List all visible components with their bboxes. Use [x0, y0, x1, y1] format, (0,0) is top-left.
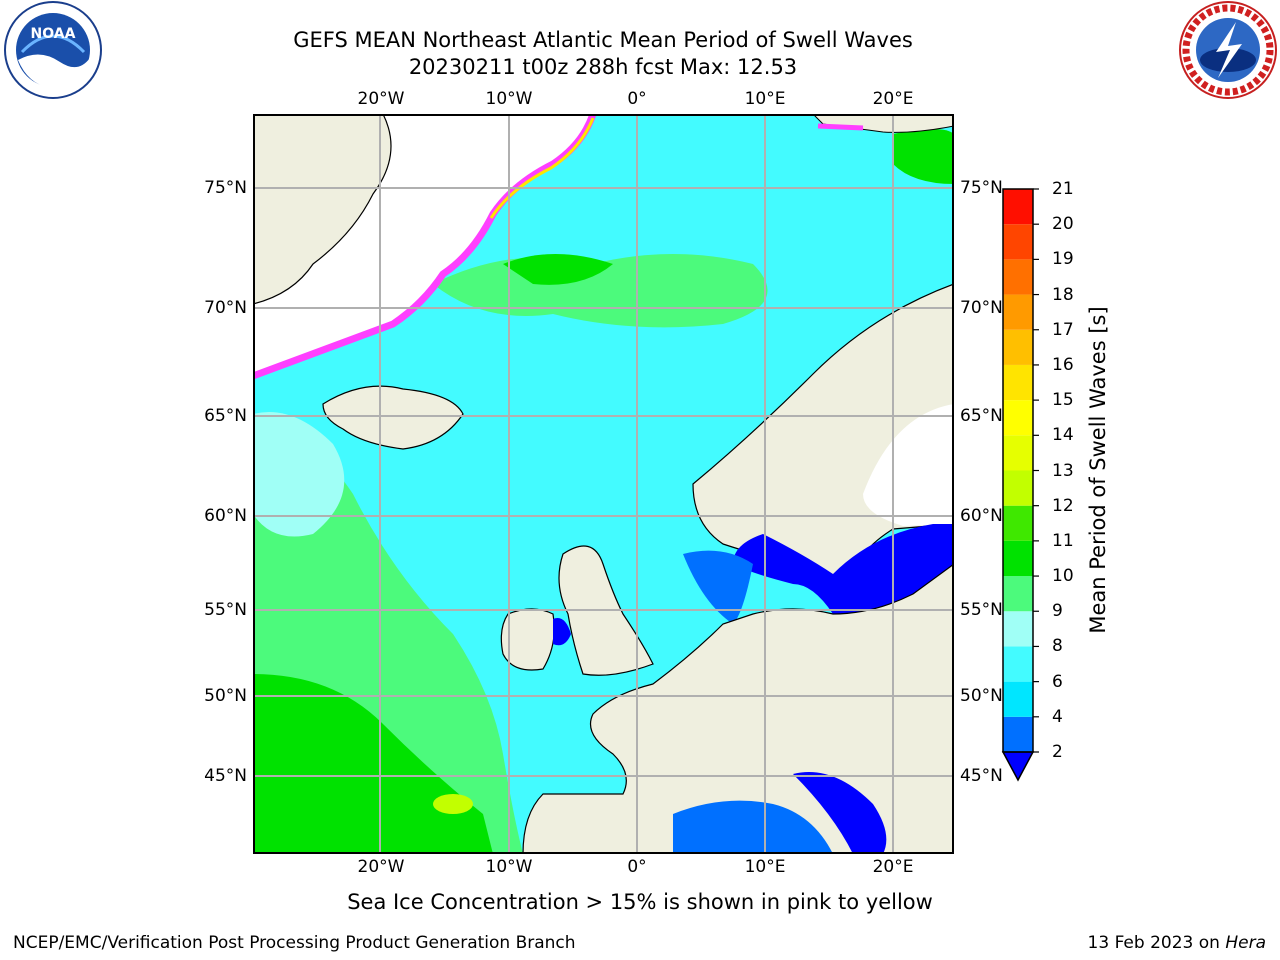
footer-machine: Hera — [1225, 933, 1266, 953]
colorbar-tick-label: 20 — [1052, 214, 1074, 235]
lon-label-bottom: 20°E — [872, 857, 914, 877]
nws-logo-icon — [1179, 1, 1277, 99]
chart-title-line1: GEFS MEAN Northeast Atlantic Mean Period… — [293, 28, 913, 52]
swell-2-4s-mediterranean — [673, 800, 833, 854]
lat-label-right: 65°N — [960, 406, 1003, 426]
colorbar-tick-label: 17 — [1052, 319, 1074, 340]
colorbar-tick-label: 10 — [1052, 566, 1074, 587]
colorbar-segment — [1003, 576, 1033, 612]
swell-period-map — [253, 114, 954, 854]
swell-under-2s-baltic — [733, 524, 954, 614]
swell-10-11s-southwest — [253, 674, 493, 854]
colorbar-segment — [1003, 400, 1033, 436]
lon-label-bottom: 0° — [627, 857, 647, 877]
lon-label-bottom: 20°W — [357, 857, 405, 877]
lat-label-left: 70°N — [204, 298, 247, 318]
colorbar-tick-label: 21 — [1052, 179, 1074, 199]
lon-label-top: 20°E — [872, 89, 914, 109]
colorbar-segment — [1003, 611, 1033, 647]
lat-label-left: 65°N — [204, 406, 247, 426]
colorbar-segment — [1003, 505, 1033, 541]
colorbar-segment — [1003, 329, 1033, 365]
colorbar-segment — [1003, 716, 1033, 752]
iceland-land — [322, 385, 464, 450]
lon-label-bottom: 10°E — [744, 857, 786, 877]
colorbar — [1001, 188, 1039, 782]
swell-irish-sea — [553, 618, 571, 646]
europe-land — [522, 563, 954, 854]
colorbar-segment — [1003, 470, 1033, 506]
colorbar-segment — [1003, 259, 1033, 295]
lat-label-left: 60°N — [204, 506, 247, 526]
colorbar-tick-label: 6 — [1052, 671, 1063, 692]
lon-label-top: 10°W — [485, 89, 533, 109]
sea-ice-edge-yellow — [489, 117, 595, 219]
lon-label-top: 0° — [627, 89, 647, 109]
colorbar-segment — [1003, 224, 1033, 260]
swell-10-11s-north — [503, 254, 613, 285]
footer-date: 13 Feb 2023 on Hera — [1088, 933, 1266, 953]
gulf-of-bothnia — [863, 404, 954, 526]
noaa-logo-text: NOAA — [31, 26, 76, 42]
colorbar-tick-label: 18 — [1052, 284, 1074, 305]
graticule — [253, 114, 954, 854]
colorbar-segment — [1003, 540, 1033, 577]
colorbar-tick-label: 19 — [1052, 249, 1074, 270]
lon-label-top: 10°E — [744, 89, 786, 109]
footer-date-text: 13 Feb 2023 on — [1087, 933, 1226, 953]
svalbard-ice — [817, 123, 864, 131]
colorbar-segment — [1003, 681, 1033, 717]
colorbar-segment — [1003, 294, 1033, 330]
lat-label-right: 55°N — [960, 600, 1003, 620]
colorbar-segment — [1003, 364, 1033, 401]
footer-producer: NCEP/EMC/Verification Post Processing Pr… — [13, 933, 576, 953]
sea-ice-note: Sea Ice Concentration > 15% is shown in … — [347, 890, 933, 914]
lat-label-left: 55°N — [204, 600, 247, 620]
colorbar-tick-label: 16 — [1052, 354, 1074, 375]
colorbar-tick-label: 11 — [1052, 530, 1074, 551]
colorbar-tick-label: 15 — [1052, 390, 1074, 411]
lat-label-left: 45°N — [204, 766, 247, 786]
lat-label-right: 45°N — [960, 766, 1003, 786]
colorbar-extend-under — [1001, 751, 1035, 782]
lat-label-right: 60°N — [960, 506, 1003, 526]
lat-label-left: 50°N — [204, 686, 247, 706]
colorbar-segment — [1003, 646, 1033, 682]
chart-title-line2: 20230211 t00z 288h fcst Max: 12.53 — [408, 55, 798, 79]
lon-label-top: 20°W — [357, 89, 405, 109]
swell-10-11s-barents — [893, 129, 954, 184]
noaa-logo-icon: NOAA — [4, 1, 102, 99]
colorbar-tick-label: 12 — [1052, 495, 1074, 516]
colorbar-tick-label: 9 — [1052, 601, 1063, 622]
lat-label-right: 70°N — [960, 298, 1003, 318]
lat-label-right: 75°N — [960, 178, 1003, 198]
colorbar-tick-label: 13 — [1052, 460, 1074, 481]
colorbar-segment — [1003, 189, 1033, 225]
swell-8-9s-patch — [253, 412, 345, 537]
greenland-land — [253, 114, 392, 305]
colorbar-segment — [1003, 435, 1033, 471]
colorbar-tick-label: 14 — [1052, 425, 1074, 446]
colorbar-title: Mean Period of Swell Waves [s] — [1086, 306, 1110, 634]
colorbar-tick-label: 8 — [1052, 636, 1063, 657]
colorbar-tick-label: 2 — [1052, 742, 1063, 762]
swell-under-2s-adriatic — [793, 772, 887, 854]
swell-2-4s-north-sea — [683, 550, 753, 624]
lon-label-bottom: 10°W — [485, 857, 533, 877]
map-frame — [253, 114, 954, 854]
colorbar-tick-label: 4 — [1052, 706, 1063, 727]
lat-label-right: 50°N — [960, 686, 1003, 706]
swell-12s-spot — [433, 794, 473, 814]
lat-label-left: 75°N — [204, 178, 247, 198]
